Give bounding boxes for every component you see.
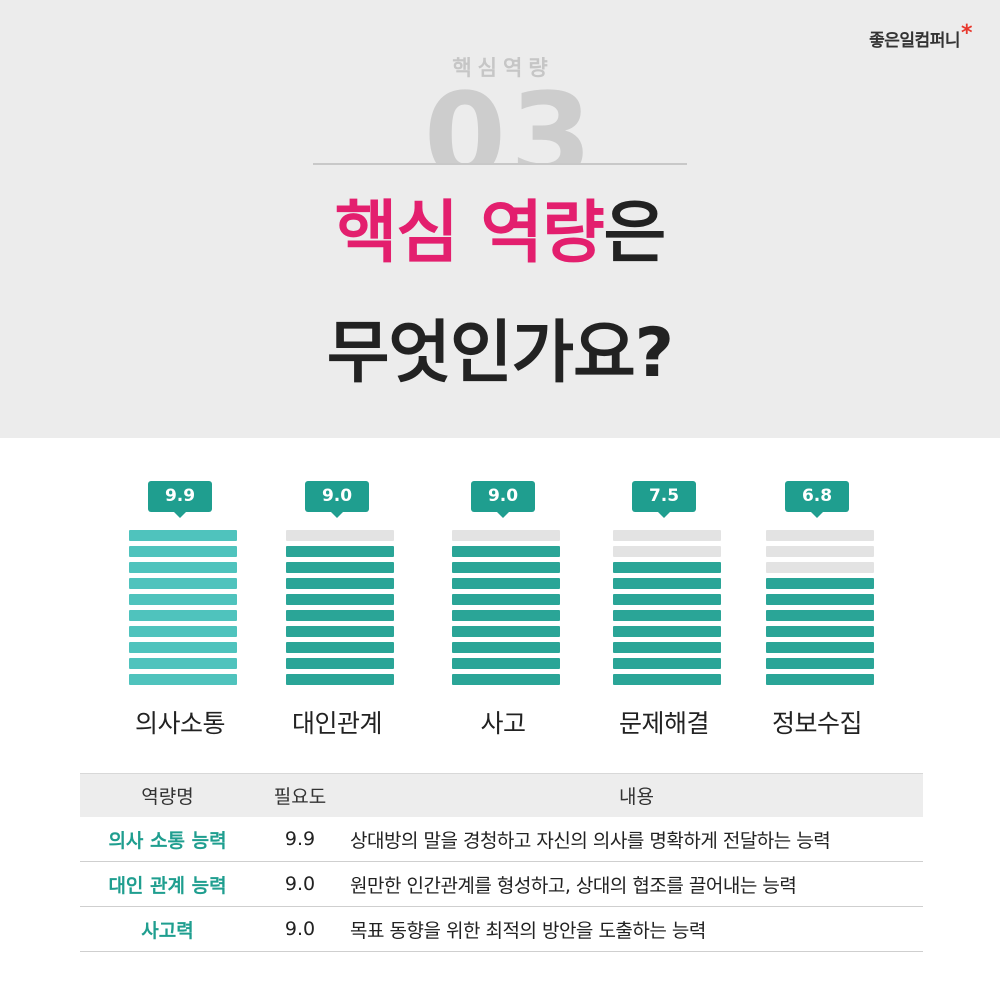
- bar-segment-filled: [286, 562, 394, 573]
- bar-segment-filled: [613, 594, 721, 605]
- bar-segment-filled: [613, 658, 721, 669]
- bar-segment-filled: [129, 578, 237, 589]
- bar-segment-filled: [613, 642, 721, 653]
- bar-stack: [452, 530, 560, 690]
- bar-segment-filled: [452, 626, 560, 637]
- table-row: 사고력 9.0 목표 동향을 위한 최적의 방안을 도출하는 능력: [80, 907, 923, 952]
- section-number-clip: 03: [380, 80, 640, 163]
- header-desc: 내용: [619, 786, 654, 808]
- bar-segment-filled: [613, 674, 721, 685]
- brand-name: 좋은일컴퍼니: [869, 31, 960, 51]
- headline-line-1: 핵심 역량은: [0, 200, 1000, 268]
- bar-segment-filled: [452, 562, 560, 573]
- header-name: 역량명: [141, 786, 194, 808]
- row-desc: 상대방의 말을 경청하고 자신의 의사를 명확하게 전달하는 능력: [350, 829, 831, 852]
- bar-segment-filled: [766, 674, 874, 685]
- bar-segment-filled: [452, 674, 560, 685]
- bar-segment-empty: [766, 562, 874, 573]
- bar-segment-filled: [452, 610, 560, 621]
- bar-segment-filled: [286, 674, 394, 685]
- competency-chart: 9.9 의사소통 9.0 대인관계 9.0 사고 7.5 문제해결 6.8 정보수집: [0, 478, 1000, 748]
- bar-segment-filled: [613, 578, 721, 589]
- bar-segment-filled: [613, 610, 721, 621]
- value-badge: 9.0: [471, 481, 535, 518]
- table-header: 역량명 필요도 내용: [80, 773, 923, 817]
- bar-segment-filled: [766, 658, 874, 669]
- category-label: 의사소통: [134, 709, 226, 738]
- headline-suffix: 은: [603, 194, 667, 273]
- bar-segment-filled: [766, 594, 874, 605]
- bar-segment-filled: [129, 562, 237, 573]
- bar-segment-empty: [613, 546, 721, 557]
- bar-segment-filled: [286, 642, 394, 653]
- row-name: 대인 관계 능력: [108, 874, 227, 897]
- bar-segment-empty: [613, 530, 721, 541]
- bar-segment-filled: [129, 626, 237, 637]
- bar-segment-filled: [129, 594, 237, 605]
- table-row: 대인 관계 능력 9.0 원만한 인간관계를 형성하고, 상대의 협조를 끌어내…: [80, 862, 923, 907]
- category-label: 대인관계: [291, 709, 383, 738]
- bar-segment-filled: [766, 578, 874, 589]
- value-badge: 6.8: [785, 481, 849, 518]
- bar-segment-filled: [129, 674, 237, 685]
- row-score: 9.0: [284, 873, 316, 895]
- bar-segment-filled: [129, 546, 237, 557]
- brand-logo: 좋은일컴퍼니*: [869, 21, 972, 52]
- bar-stack: [613, 530, 721, 690]
- divider: [313, 163, 687, 165]
- row-score: 9.9: [284, 828, 316, 850]
- bar-segment-filled: [613, 562, 721, 573]
- bar-segment-filled: [452, 658, 560, 669]
- bar-segment-filled: [286, 546, 394, 557]
- table-row: 의사 소통 능력 9.9 상대방의 말을 경청하고 자신의 의사를 명확하게 전…: [80, 817, 923, 862]
- bar-stack: [766, 530, 874, 690]
- bar-segment-empty: [452, 530, 560, 541]
- header-band: [0, 0, 1000, 438]
- bar-segment-filled: [286, 594, 394, 605]
- row-desc: 원만한 인간관계를 형성하고, 상대의 협조를 끌어내는 능력: [350, 874, 797, 897]
- bar-segment-filled: [766, 610, 874, 621]
- bar-segment-filled: [452, 642, 560, 653]
- competency-table: 역량명 필요도 내용 의사 소통 능력 9.9 상대방의 말을 경청하고 자신의…: [80, 773, 923, 952]
- bar-segment-filled: [129, 610, 237, 621]
- bar-segment-filled: [613, 626, 721, 637]
- section-label: 핵심역량: [452, 56, 554, 80]
- headline-accent: 핵심 역량: [334, 194, 605, 273]
- category-label: 정보수집: [771, 709, 863, 738]
- value-badge: 9.0: [305, 481, 369, 518]
- category-label: 문제해결: [618, 709, 710, 738]
- bar-segment-filled: [766, 642, 874, 653]
- bar-segment-filled: [452, 546, 560, 557]
- bar-segment-filled: [452, 594, 560, 605]
- header-score: 필요도: [273, 786, 327, 808]
- bar-stack: [129, 530, 237, 690]
- row-score: 9.0: [284, 918, 316, 940]
- value-badge: 7.5: [632, 481, 696, 518]
- bar-segment-filled: [452, 578, 560, 589]
- bar-segment-filled: [286, 626, 394, 637]
- asterisk-icon: *: [960, 21, 973, 46]
- category-label: 사고: [480, 709, 526, 738]
- bar-segment-filled: [286, 610, 394, 621]
- headline-line-2: 무엇인가요?: [326, 314, 674, 393]
- value-badge: 9.9: [148, 481, 212, 518]
- section-number: 03: [423, 80, 597, 163]
- row-name: 의사 소통 능력: [108, 829, 227, 852]
- bar-segment-empty: [766, 530, 874, 541]
- bar-segment-filled: [286, 658, 394, 669]
- bar-segment-empty: [286, 530, 394, 541]
- row-desc: 목표 동향을 위한 최적의 방안을 도출하는 능력: [350, 919, 706, 942]
- row-name: 사고력: [141, 919, 194, 942]
- bar-segment-filled: [286, 578, 394, 589]
- bar-segment-filled: [766, 626, 874, 637]
- bar-stack: [286, 530, 394, 690]
- bar-segment-filled: [129, 658, 237, 669]
- bar-segment-filled: [129, 642, 237, 653]
- bar-segment-filled: [129, 530, 237, 541]
- bar-segment-empty: [766, 546, 874, 557]
